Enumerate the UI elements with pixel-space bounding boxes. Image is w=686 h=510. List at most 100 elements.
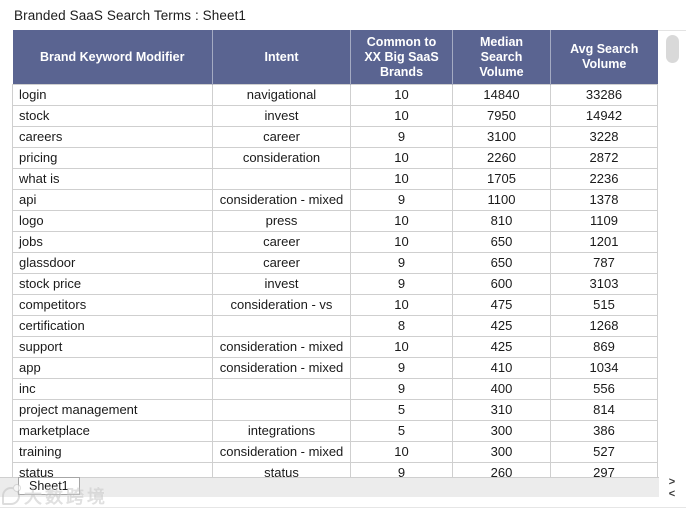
scroll-right-arrow[interactable]: > [668,476,676,488]
table-cell: 5 [350,420,453,442]
table-cell: logo [12,210,213,232]
table-cell: consideration - mixed [212,336,351,358]
table-cell: 1109 [550,210,658,232]
table-cell: 1100 [452,189,551,211]
table-cell: 515 [550,294,658,316]
table-cell: login [12,84,213,106]
table-cell: 650 [452,231,551,253]
table-cell: 310 [452,399,551,421]
table-cell: 10 [350,294,453,316]
table-cell: what is [12,168,213,190]
table-cell: 9 [350,189,453,211]
table-cell: consideration - mixed [212,357,351,379]
table-cell: 425 [452,336,551,358]
table-row: competitors consideration - vs 10 475 515 [12,294,658,316]
table-cell: app [12,357,213,379]
table-cell: 10 [350,231,453,253]
table-cell: 10 [350,336,453,358]
table-cell: career [212,252,351,274]
table-row: glassdoor career 9 650 787 [12,252,658,274]
table-cell: careers [12,126,213,148]
table-cell: 650 [452,252,551,274]
table-cell: 1705 [452,168,551,190]
table-row: careers career 9 3100 3228 [12,126,658,148]
table-cell: support [12,336,213,358]
table-cell: stock price [12,273,213,295]
table-row: inc 9 400 556 [12,378,658,400]
table-cell: 10 [350,147,453,169]
table-cell: 10 [350,210,453,232]
table-row: logo press 10 810 1109 [12,210,658,232]
table-cell: stock [12,105,213,127]
table-cell: 5 [350,399,453,421]
table-cell: 810 [452,210,551,232]
table-cell: 1268 [550,315,658,337]
scroll-arrows: > < [664,476,680,500]
table-cell: project management [12,399,213,421]
table-cell: press [212,210,351,232]
table-row: api consideration - mixed 9 1100 1378 [12,189,658,211]
table-cell: career [212,126,351,148]
table-cell: training [12,441,213,463]
table-cell: 2260 [452,147,551,169]
table-cell: 475 [452,294,551,316]
table-cell: 1034 [550,357,658,379]
table-cell: 7950 [452,105,551,127]
table-cell: 10 [350,105,453,127]
table-cell: integrations [212,420,351,442]
table-header: Brand Keyword Modifier Intent Common to XX… [12,30,658,85]
table-cell: 556 [550,378,658,400]
table-row: support consideration - mixed 10 425 869 [12,336,658,358]
table-cell [212,399,351,421]
table-cell: consideration - mixed [212,189,351,211]
table-cell: 300 [452,441,551,463]
table-cell: 600 [452,273,551,295]
table-row: certification 8 425 1268 [12,315,658,337]
table-cell: competitors [12,294,213,316]
table-cell: api [12,189,213,211]
vertical-scrollbar-thumb[interactable] [666,35,679,63]
table-cell: 300 [452,420,551,442]
column-header-common-to-xx-big-saas-brands: Common to XX Big SaaS Brands [350,30,453,85]
table-cell: pricing [12,147,213,169]
table-row: app consideration - mixed 9 410 1034 [12,357,658,379]
table-cell: 10 [350,441,453,463]
table-body: login navigational 10 14840 33286 stock invest… [12,84,658,484]
table-cell: 9 [350,252,453,274]
table-cell: 814 [550,399,658,421]
table-row: stock price invest 9 600 3103 [12,273,658,295]
table-row: marketplace integrations 5 300 386 [12,420,658,442]
table-row: project management 5 310 814 [12,399,658,421]
table-row: login navigational 10 14840 33286 [12,84,658,106]
table-cell: 425 [452,315,551,337]
table-header-row: Brand Keyword Modifier Intent Common to XX… [12,30,658,85]
table-cell: jobs [12,231,213,253]
column-header-avg-search-volume: Avg Search Volume [550,30,658,85]
table-cell: 1201 [550,231,658,253]
column-header-brand-keyword-modifier: Brand Keyword Modifier [12,30,213,85]
page-title: Branded SaaS Search Terms : Sheet1 [14,8,247,23]
table-cell: glassdoor [12,252,213,274]
table-cell: 14840 [452,84,551,106]
scroll-left-arrow[interactable]: < [668,488,676,500]
table-cell: 869 [550,336,658,358]
table-cell: consideration [212,147,351,169]
table-cell [212,315,351,337]
table-cell: 9 [350,378,453,400]
table-row: stock invest 10 7950 14942 [12,105,658,127]
table-row: jobs career 10 650 1201 [12,231,658,253]
table-cell: navigational [212,84,351,106]
table-cell: 9 [350,273,453,295]
table-cell: inc [12,378,213,400]
table-cell: consideration - vs [212,294,351,316]
table-cell: 2872 [550,147,658,169]
vertical-scrollbar[interactable] [658,30,686,477]
table-row: pricing consideration 10 2260 2872 [12,147,658,169]
data-table: Brand Keyword Modifier Intent Common to XX… [12,30,658,484]
sheet-table-wrap: Brand Keyword Modifier Intent Common to XX… [12,30,658,484]
table-cell: 787 [550,252,658,274]
table-cell [212,168,351,190]
tab-sheet1[interactable]: Sheet1 [18,477,80,495]
table-cell: 8 [350,315,453,337]
